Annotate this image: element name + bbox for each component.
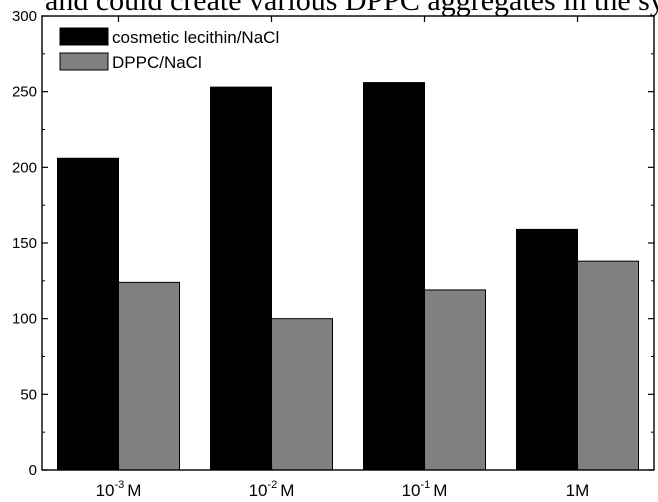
y-tick-label: 300 [12, 8, 37, 25]
y-tick-label: 50 [20, 386, 37, 403]
bar-dppc-1 [271, 318, 333, 471]
bar-cosmetic-lecithin-0 [57, 157, 119, 471]
y-tick-label: 150 [12, 235, 37, 252]
y-tick-label: 250 [12, 84, 37, 101]
bar-cosmetic-lecithin-3 [516, 228, 578, 471]
legend-label-0: cosmetic lecithin/NaCl [112, 28, 279, 47]
x-tick-label: 1M [566, 481, 590, 500]
bar-dppc-0 [118, 281, 180, 471]
legend-label-1: DPPC/NaCl [112, 53, 202, 72]
x-tick-label: 10-3 M [96, 479, 142, 500]
y-axis-ticks: 0 50 100 150 200 250 300 [12, 8, 654, 479]
x-tick-label: 10-2 M [249, 479, 295, 500]
page-heading-fragment: and could create various DPPC aggregates… [45, 0, 658, 17]
y-tick-label: 0 [29, 462, 37, 479]
bar-dppc-2 [424, 289, 486, 471]
legend: cosmetic lecithin/NaCl DPPC/NaCl [59, 27, 279, 72]
legend-swatch-1 [59, 52, 109, 71]
bar-cosmetic-lecithin-2 [363, 82, 425, 471]
x-tick-label: 10-1 M [402, 479, 448, 500]
bars-group [57, 82, 639, 471]
bar-cosmetic-lecithin-1 [210, 86, 272, 471]
x-axis-ticks: 10-3 M 10-2 M 10-1 M 1M [96, 16, 590, 500]
y-tick-label: 100 [12, 311, 37, 328]
legend-swatch-0 [59, 27, 109, 46]
bar-dppc-3 [577, 260, 639, 471]
y-tick-label: 200 [12, 159, 37, 176]
